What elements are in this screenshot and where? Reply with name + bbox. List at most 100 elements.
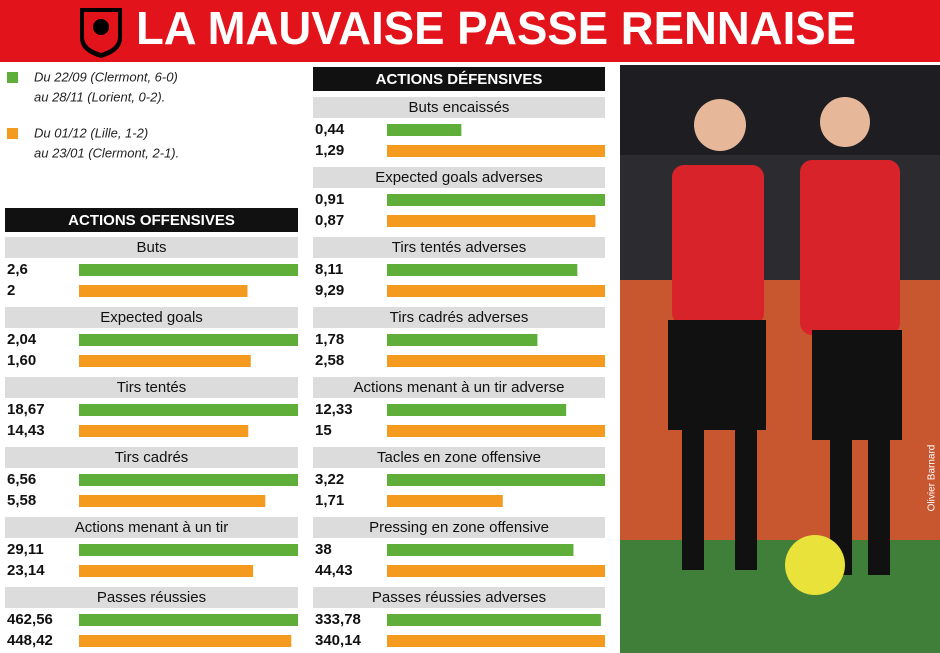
bar (387, 544, 574, 556)
bar (387, 565, 605, 577)
metric-title-bg (5, 237, 298, 258)
club-logo (80, 8, 122, 58)
value-label: 448,42 (7, 632, 53, 649)
bar (79, 334, 298, 346)
bar (387, 614, 601, 626)
bar (79, 264, 298, 276)
metric-title-bg (5, 517, 298, 538)
value-label: 12,33 (315, 401, 353, 418)
bar (387, 194, 605, 206)
bar (387, 425, 605, 437)
section-heading: ACTIONS DÉFENSIVES (376, 71, 543, 88)
bar (79, 635, 292, 647)
value-label: 2,6 (7, 261, 28, 278)
legend-swatch (7, 72, 18, 83)
metric-title: Tirs cadrés adverses (390, 309, 529, 326)
value-label: 8,11 (315, 261, 343, 278)
bar (387, 124, 462, 136)
value-label: 5,58 (7, 492, 36, 509)
value-label: 1,29 (315, 142, 344, 159)
bar (79, 404, 298, 416)
value-label: 1,78 (315, 331, 344, 348)
value-label: 340,14 (315, 632, 362, 649)
value-label: 3,22 (315, 471, 344, 488)
metric-title-bg (5, 377, 298, 398)
legend-text: Du 22/09 (Clermont, 6-0) (34, 69, 178, 84)
value-label: 15 (315, 422, 332, 439)
bar (79, 495, 266, 507)
metric-title-bg (313, 167, 605, 188)
header-band (0, 0, 940, 62)
photo-credit: Olivier Barnard (927, 445, 938, 512)
value-label: 18,67 (7, 401, 45, 418)
bar (79, 425, 249, 437)
section-heading-bg (313, 67, 605, 91)
bar (79, 474, 298, 486)
legend-text: au 23/01 (Clermont, 2-1). (34, 145, 179, 160)
metric-title: Passes réussies (97, 589, 206, 606)
value-label: 9,29 (315, 282, 344, 299)
metric-title: Passes réussies adverses (372, 589, 546, 606)
metric-title: Tacles en zone offensive (377, 449, 541, 466)
bar (79, 285, 248, 297)
bar (387, 334, 538, 346)
value-label: 23,14 (7, 562, 45, 579)
metric-title: Buts encaissés (409, 99, 510, 116)
bar (387, 285, 605, 297)
bar (79, 614, 298, 626)
bar (79, 355, 251, 367)
value-label: 2 (7, 282, 15, 299)
legend-text: Du 01/12 (Lille, 1-2) (34, 125, 148, 140)
metric-title-bg (313, 447, 605, 468)
value-label: 29,11 (7, 541, 44, 558)
bar (387, 474, 605, 486)
bar (387, 404, 567, 416)
metric-title-bg (313, 97, 605, 118)
value-label: 462,56 (7, 611, 53, 628)
value-label: 14,43 (7, 422, 45, 439)
photo (620, 65, 940, 653)
bar (387, 495, 503, 507)
value-label: 1,60 (7, 352, 36, 369)
value-label: 333,78 (315, 611, 361, 628)
value-label: 38 (315, 541, 332, 558)
bar (387, 635, 605, 647)
value-label: 44,43 (315, 562, 353, 579)
metric-title: Actions menant à un tir (75, 519, 228, 536)
bar (79, 544, 298, 556)
bar (387, 145, 605, 157)
metric-title: Pressing en zone offensive (369, 519, 549, 536)
metric-title-bg (5, 307, 298, 328)
bar (387, 264, 578, 276)
metric-title-bg (313, 587, 605, 608)
metric-title-bg (313, 307, 605, 328)
metric-title: Tirs cadrés (115, 449, 189, 466)
legend-text: au 28/11 (Lorient, 0-2). (34, 89, 165, 104)
metric-title-bg (313, 237, 605, 258)
metric-title: Buts (136, 239, 166, 256)
metric-title-bg (313, 517, 605, 538)
section-heading: ACTIONS OFFENSIVES (68, 212, 235, 229)
value-label: 2,58 (315, 352, 344, 369)
section-heading-bg (5, 208, 298, 232)
metric-title: Tirs tentés (117, 379, 186, 396)
metric-title: Expected goals adverses (375, 169, 543, 186)
title: LA MAUVAISE PASSE RENNAISE (136, 2, 856, 54)
value-label: 0,91 (315, 191, 344, 208)
metric-title: Expected goals (100, 309, 203, 326)
bar (79, 565, 254, 577)
legend-swatch (7, 128, 18, 139)
bar (387, 215, 596, 227)
metric-title-bg (5, 587, 298, 608)
value-label: 1,71 (315, 492, 344, 509)
metric-title-bg (5, 447, 298, 468)
metric-title: Actions menant à un tir adverse (354, 379, 565, 396)
value-label: 0,87 (315, 212, 344, 229)
bar (387, 355, 605, 367)
metric-title-bg (313, 377, 605, 398)
metric-title: Tirs tentés adverses (392, 239, 527, 256)
value-label: 6,56 (7, 471, 36, 488)
value-label: 0,44 (315, 121, 345, 138)
value-label: 2,04 (7, 331, 37, 348)
